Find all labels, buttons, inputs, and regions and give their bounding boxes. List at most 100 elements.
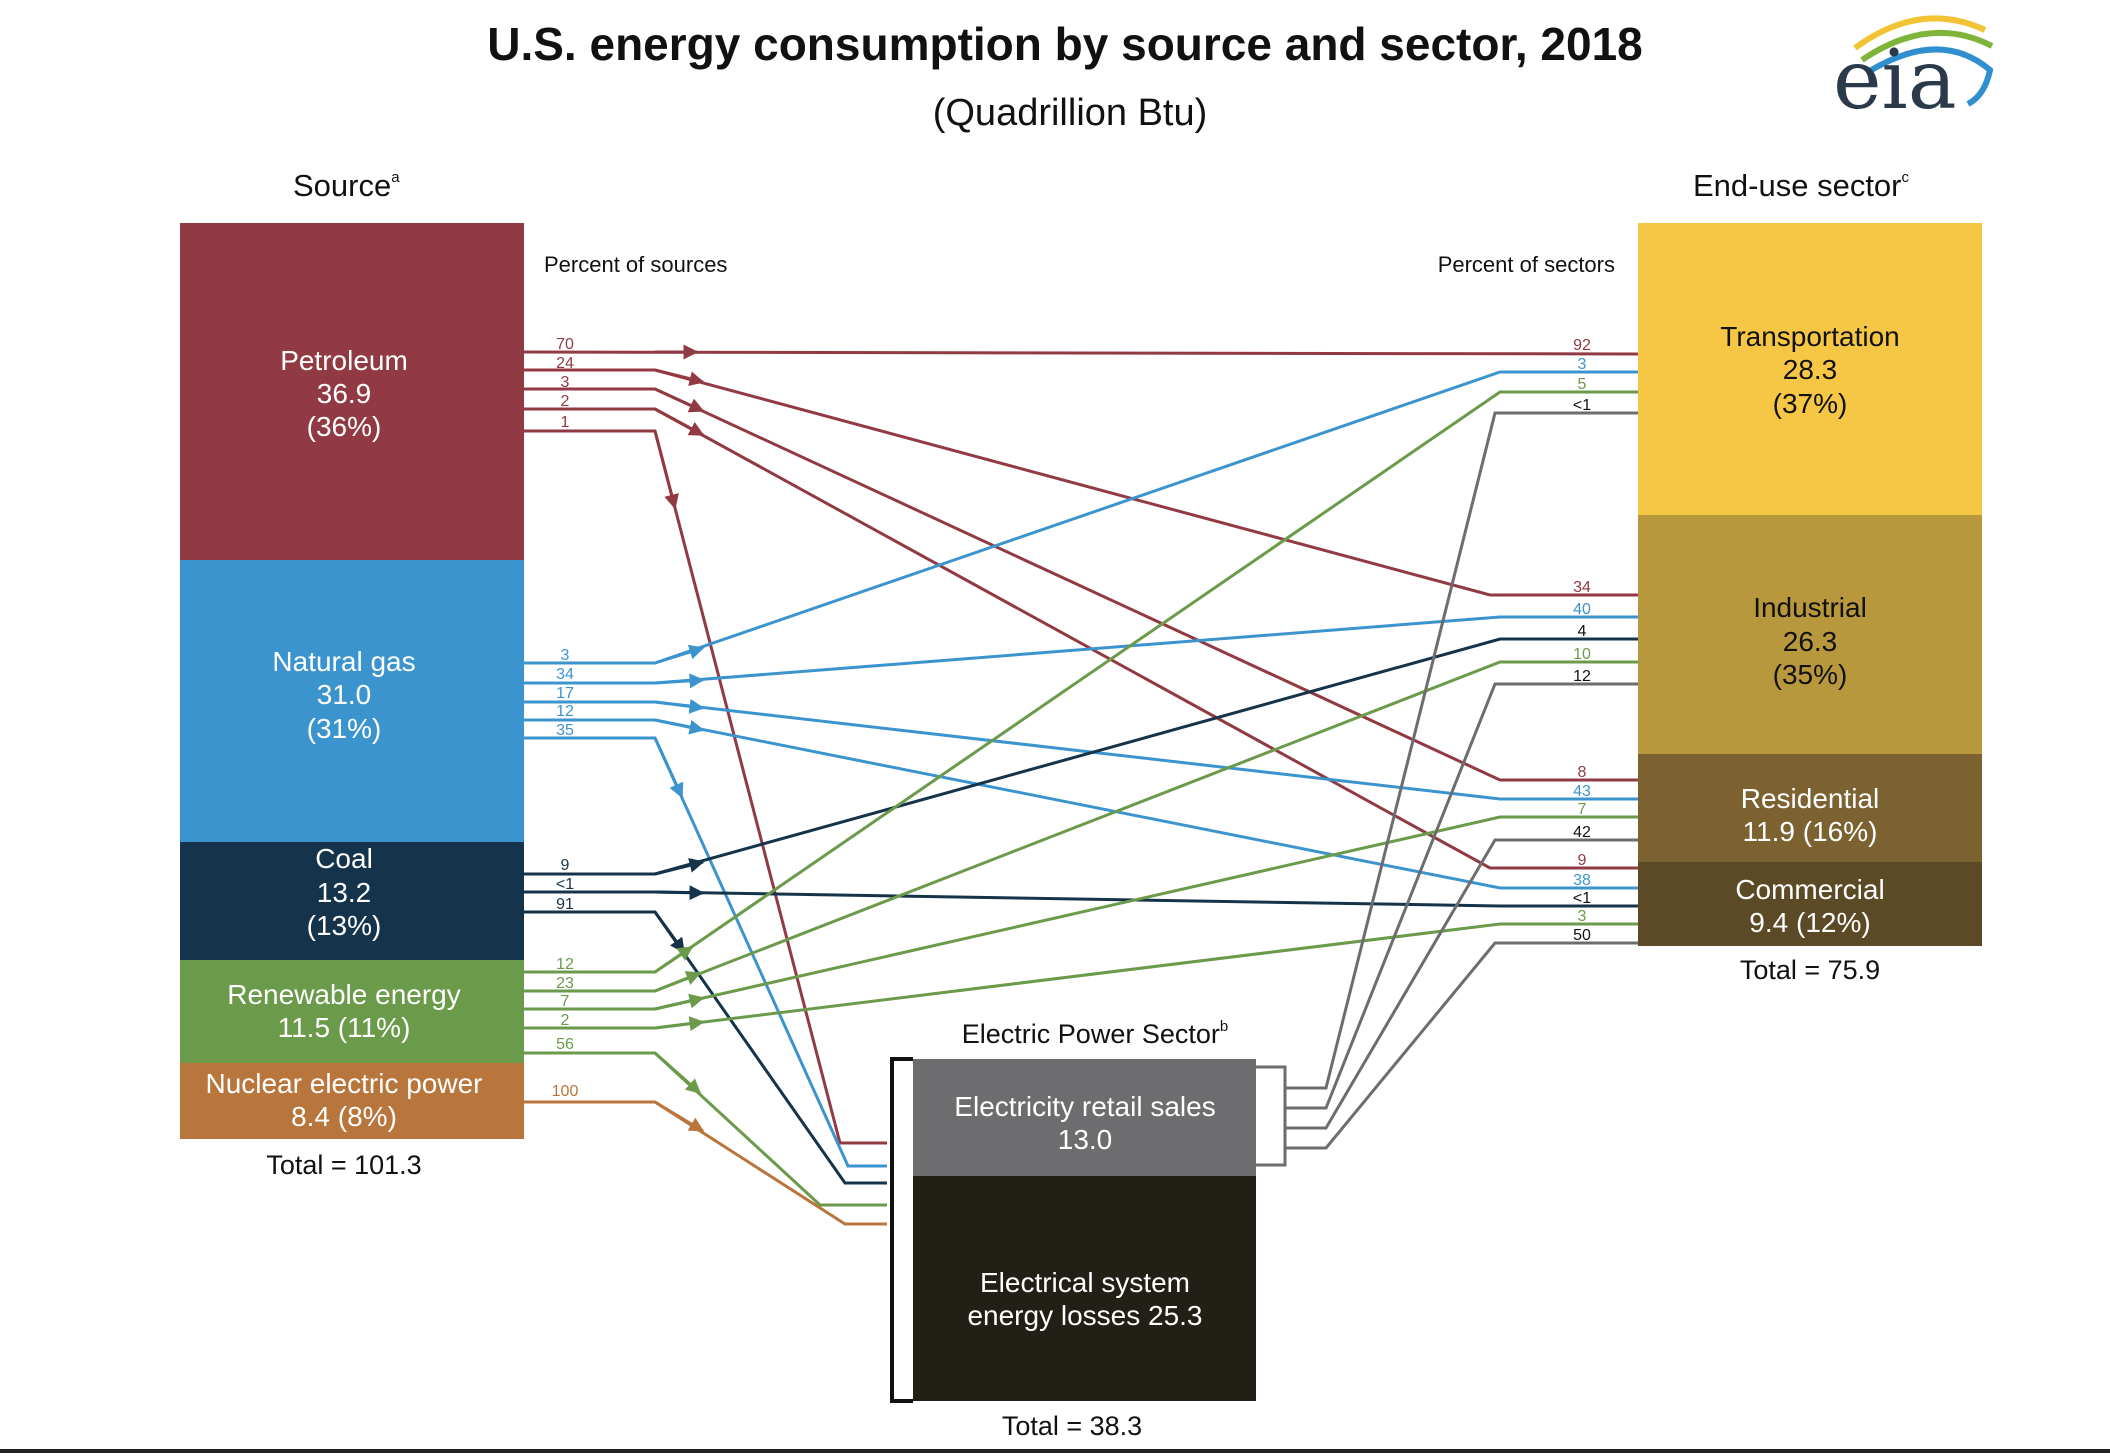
pct-nuclear-1: 100: [552, 1083, 579, 1100]
percent-of-sources-label: Percent of sources: [544, 252, 727, 277]
arrow-renewable-2: [654, 971, 702, 993]
electricity-bracket: [1255, 1065, 1287, 1167]
flow-electricity-industrial: [1285, 682, 1638, 1110]
pct-industrial-1: 34: [1573, 579, 1591, 596]
sector-header: End-use sectorc: [1693, 168, 1910, 203]
eia-logo: eia: [1833, 15, 1994, 128]
bottom-rule: [0, 1449, 2110, 1453]
industrial-name: Industrial: [1753, 592, 1867, 623]
pct-renewable-1: 12: [556, 956, 574, 973]
flow-petroleum-transportation: [523, 350, 1639, 356]
industrial-share: (35%): [1773, 659, 1848, 690]
flow-gas-commercial: [524, 718, 1638, 890]
pct-transportation-4: <1: [1573, 397, 1591, 414]
arrow-coal-2: [654, 885, 705, 901]
pct-commercial-5: 50: [1573, 927, 1591, 944]
coal-share: (13%): [307, 910, 382, 941]
arrow-gas-2: [654, 673, 705, 689]
residential-name: Residential: [1741, 783, 1880, 814]
pct-commercial-2: 38: [1573, 872, 1591, 889]
source-percent-labels: 70 24 3 2 1 3 34 17 12 35 9 <1 91 12 23 …: [552, 336, 579, 1100]
arrow-petroleum-2: [654, 368, 705, 387]
pct-transportation-3: 5: [1578, 376, 1587, 393]
sector-percent-labels: 92 3 5 <1 34 40 4 10 12 8 43 7 42 9 38 <…: [1573, 337, 1591, 944]
sector-box-transportation: [1638, 223, 1982, 515]
petroleum-name: Petroleum: [280, 345, 408, 376]
transportation-share: (37%): [1773, 388, 1848, 419]
logo-swoosh-yellow: [1853, 15, 1987, 51]
coal-name: Coal: [315, 843, 373, 874]
transportation-name: Transportation: [1720, 321, 1900, 352]
pct-residential-2: 43: [1573, 783, 1591, 800]
arrow-renewable-5: [654, 1051, 702, 1095]
source-box-coal: [180, 842, 524, 960]
pct-commercial-4: 3: [1578, 908, 1587, 925]
source-box-renewable: [180, 960, 524, 1063]
pct-residential-4: 42: [1573, 824, 1591, 841]
source-header: Sourcea: [293, 168, 400, 203]
arrow-nuclear-1: [654, 1100, 705, 1133]
percent-of-sectors-label: Percent of sectors: [1438, 252, 1615, 277]
natural-gas-name: Natural gas: [272, 646, 415, 677]
pct-petroleum-5: 1: [561, 414, 570, 431]
page-title: U.S. energy consumption by source and se…: [487, 18, 1642, 70]
pct-industrial-4: 10: [1573, 646, 1591, 663]
pct-industrial-2: 40: [1573, 601, 1591, 618]
source-box-nuclear: [180, 1063, 524, 1139]
arrow-petroleum-3: [654, 387, 705, 413]
arrow-coal-3: [653, 911, 686, 954]
pct-transportation-1: 92: [1573, 337, 1591, 354]
flow-nuclear-electric: [524, 1100, 887, 1226]
renewable-value: 11.5 (11%): [278, 1012, 411, 1043]
electric-power-header: Electric Power Sectorb: [962, 1018, 1228, 1049]
electric-total: Total = 38.3: [1002, 1411, 1142, 1441]
flow-renewable-electric: [524, 1051, 887, 1207]
arrow-gas-1: [654, 644, 705, 665]
losses-value: energy losses 25.3: [967, 1300, 1202, 1331]
electric-bracket: [890, 1057, 913, 1403]
losses-label: Electrical system: [980, 1267, 1190, 1298]
flow-renewable-commercial: [524, 922, 1638, 1030]
arrow-coal-1: [654, 857, 705, 876]
sector-box-industrial: [1638, 515, 1982, 754]
arrow-gas-5: [653, 737, 684, 799]
retail-sales-value: 13.0: [1058, 1124, 1113, 1155]
flow-lines: [523, 344, 1639, 1226]
arrow-petroleum-5: [653, 430, 679, 510]
transportation-value: 28.3: [1783, 354, 1838, 385]
flow-petroleum-industrial: [524, 368, 1638, 597]
natural-gas-share: (31%): [307, 713, 382, 744]
source-box-natural-gas: [180, 560, 524, 842]
arrow-petroleum-4: [654, 407, 705, 437]
flow-renewable-transportation: [524, 390, 1638, 974]
petroleum-value: 36.9: [317, 378, 372, 409]
pct-coal-1: 9: [561, 857, 570, 874]
electric-power-sector: Electric Power Sectorb Electricity retai…: [890, 1018, 1256, 1441]
arrow-gas-3: [654, 698, 705, 714]
sector-column: Transportation 28.3 (37%) Industrial 26.…: [1638, 223, 1982, 985]
pct-residential-3: 7: [1578, 801, 1587, 818]
coal-value: 13.2: [317, 877, 372, 908]
residential-value: 11.9 (16%): [1743, 816, 1878, 847]
arrow-gas-4: [654, 718, 705, 735]
pct-gas-4: 12: [556, 703, 574, 720]
electrical-losses-box: [913, 1176, 1256, 1401]
arrow-renewable-4: [654, 1016, 705, 1032]
sector-box-commercial: [1638, 862, 1982, 946]
pct-coal-3: 91: [556, 896, 574, 913]
nuclear-value: 8.4 (8%): [291, 1101, 397, 1132]
flow-coal-electric: [524, 910, 887, 1185]
flow-electricity-commercial: [1285, 941, 1638, 1150]
arrow-renewable-3: [654, 993, 705, 1011]
pct-gas-3: 17: [556, 685, 574, 702]
commercial-value: 9.4 (12%): [1749, 907, 1870, 938]
flow-coal-commercial: [524, 890, 1638, 908]
retail-sales-label: Electricity retail sales: [954, 1091, 1215, 1122]
logo-text: eia: [1833, 33, 1957, 128]
flow-petroleum-residential: [524, 387, 1638, 782]
pct-commercial-3: <1: [1573, 890, 1591, 907]
flow-gas-residential: [524, 700, 1638, 801]
pct-renewable-3: 7: [561, 993, 570, 1010]
pct-industrial-3: 4: [1578, 623, 1587, 640]
